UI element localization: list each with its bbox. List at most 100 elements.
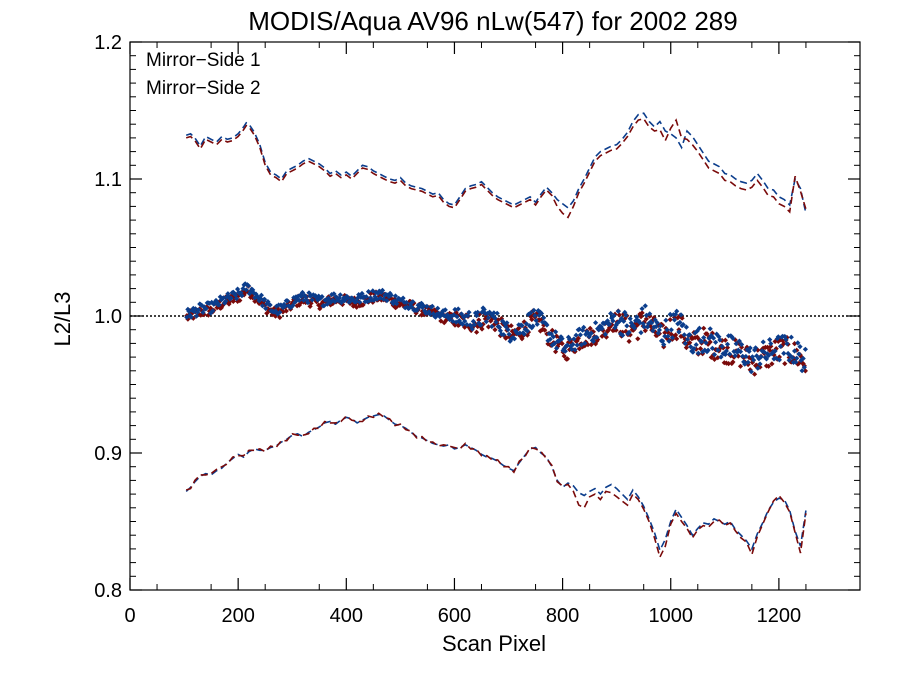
mirror-side-1-point [794, 355, 800, 361]
mirror-side-1-point [421, 303, 427, 309]
mirror-side-1-point [188, 314, 194, 320]
mirror-side-1-point [530, 323, 536, 329]
mirror-side-1-point [374, 296, 380, 302]
mirror-side-1-point [208, 310, 214, 316]
mirror-side-1-point [424, 303, 430, 309]
mirror-side-2-point [587, 325, 593, 331]
mirror-side-1-point [356, 292, 362, 298]
mirror-side-1-point [239, 293, 245, 299]
mirror-side-1-point [277, 309, 283, 315]
mirror-side-1-point [653, 324, 659, 330]
mirror-side-1-point [775, 334, 781, 340]
mirror-side-1-point [496, 324, 502, 330]
mirror-side-1-point [267, 302, 273, 308]
mirror-side-2-point [730, 359, 736, 365]
mirror-side-1-point [475, 309, 481, 315]
mirror-side-1-point [601, 321, 607, 327]
y-axis-label: L2/L3 [50, 291, 75, 346]
mirror-side-1-point [203, 306, 209, 312]
mirror-side-2-point [418, 312, 425, 318]
mirror-side-1-point [365, 289, 372, 295]
mirror-side-2-point [667, 317, 673, 323]
y-tick-label: 1.1 [94, 169, 122, 191]
mirror-side-2-point [633, 320, 639, 326]
mirror-side-1-point [733, 341, 739, 347]
mirror-side-1-point [623, 312, 629, 318]
mirror-side-1-point [544, 322, 550, 328]
mirror-side-2-point [331, 295, 337, 301]
mirror-side-1-point [703, 340, 709, 346]
mirror-side-1-point [376, 288, 382, 294]
mirror-side-1-point [570, 341, 576, 348]
mirror-side-2-point [747, 367, 753, 373]
mirror-side-1-point [262, 296, 268, 302]
mirror-side-1-point [607, 321, 613, 327]
mirror-side-1-point [771, 356, 777, 362]
mirror-side-1-point [523, 321, 529, 327]
mirror-side-1-point [724, 341, 731, 347]
mirror-side-2-point [769, 361, 775, 367]
mirror-side-1-point [547, 336, 553, 342]
mirror-side-1-point [602, 331, 608, 337]
mirror-side-1-point [646, 321, 652, 327]
mirror-side-1-point [281, 301, 287, 307]
mirror-side-1-point [392, 293, 399, 299]
mirror-side-1-point [718, 354, 724, 360]
mirror-side-2-point [554, 333, 560, 339]
mirror-side-1-point [774, 336, 780, 342]
mirror-side-2-point [479, 326, 485, 332]
mirror-side-1-point [216, 302, 222, 308]
mirror-side-1-point [545, 338, 551, 344]
mirror-side-2-point [350, 303, 356, 309]
mirror-side-1-point [734, 349, 740, 355]
mirror-side-2-point [683, 345, 689, 351]
mirror-side-1-point [615, 308, 621, 314]
mirror-side-1-point [770, 349, 776, 355]
mirror-side-2-point [206, 308, 213, 314]
mirror-side-1-point [536, 312, 542, 318]
mirror-side-1-point [668, 327, 674, 333]
mirror-side-2-point [538, 316, 545, 322]
mirror-side-1-point [309, 297, 315, 303]
mirror-side-2-point [732, 337, 738, 343]
mirror-side-1-point [471, 322, 478, 328]
mirror-side-2-point [491, 322, 497, 328]
mirror-side-1-point [652, 317, 658, 323]
mirror-side-1-point [210, 308, 216, 314]
mirror-side-1-point [747, 345, 753, 351]
mirror-side-1-point [722, 351, 728, 357]
mirror-side-2-point [205, 312, 211, 318]
mirror-side-1-point [505, 327, 511, 333]
mirror-side-2-point [665, 329, 671, 335]
mirror-side-2-point [637, 311, 643, 317]
mirror-side-1-point [621, 318, 627, 324]
mirror-side-2-point [541, 322, 547, 328]
mirror-side-1-point [511, 336, 518, 342]
mirror-side-2-point [275, 305, 281, 311]
mirror-side-1-point [528, 310, 534, 316]
mirror-side-2-point [397, 302, 403, 308]
mirror-side-1-point [663, 317, 669, 323]
mirror-side-1-point [760, 339, 766, 345]
mirror-side-1-point [802, 346, 808, 352]
mirror-side-2-point [796, 360, 802, 366]
mirror-side-2-point [726, 361, 732, 367]
mirror-side-1-point [641, 324, 647, 330]
mirror-side-1-point [596, 327, 602, 333]
mirror-side-1-point [308, 292, 314, 298]
mirror-side-1-point [506, 331, 512, 337]
mirror-side-2-point [277, 314, 283, 321]
mirror-side-2-point [794, 347, 800, 353]
mirror-side-1-point [429, 303, 435, 309]
mirror-side-2-point [185, 316, 191, 322]
mirror-side-2-point [283, 308, 289, 314]
mirror-side-2-point [711, 356, 718, 362]
mirror-side-1-point [687, 332, 693, 338]
mirror-side-1-point [789, 355, 795, 361]
axes: 0 200 400 600 800 1000 1200 0.8 0.9 1.0 1.1 1.2 [94, 32, 861, 627]
mirror-side-1-point [755, 365, 761, 371]
mirror-side-1-point [709, 345, 715, 351]
mirror-side-1-point [245, 283, 251, 289]
mirror-side-1-point [612, 325, 618, 331]
